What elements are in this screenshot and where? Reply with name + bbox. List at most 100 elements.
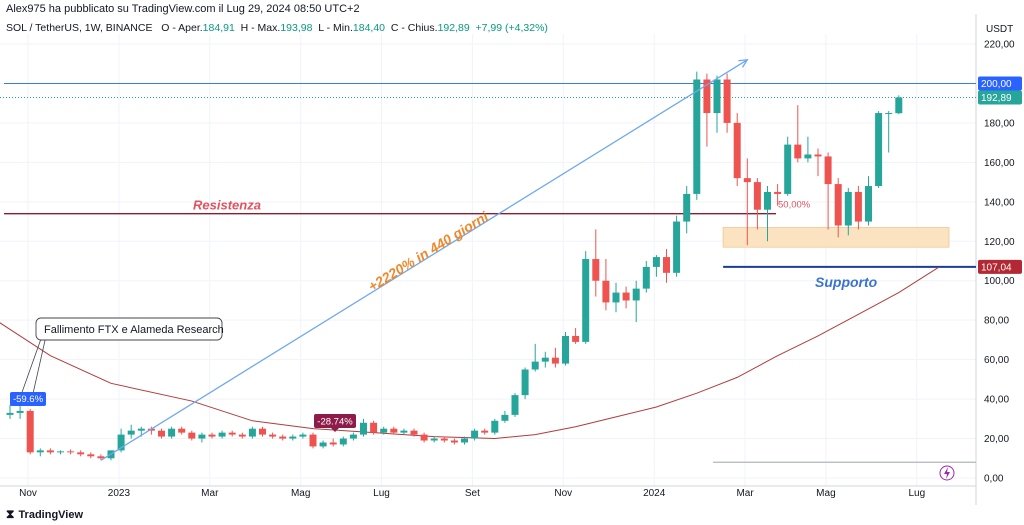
x-tick-label: Mag [816,488,835,499]
candle-body [764,191,771,210]
candle-body [481,430,489,433]
x-tick-label: 2023 [108,488,131,499]
candle-body [77,452,85,455]
candle-body [642,266,650,289]
close-value: 192,89 [437,22,470,34]
candle-body [319,442,327,447]
badge-bg [10,392,46,406]
y-tick-label: 20,00 [984,434,1009,445]
candle-body [531,361,539,370]
candle [511,393,519,417]
price-tag-200: 200,00 [978,76,1022,91]
candle [743,158,751,246]
ftx-callout: Fallimento FTX e Alameda Research [19,317,224,399]
ohlc-legend: SOL / TetherUS, 1W, BINANCE O - Aper.184… [6,22,548,34]
candle [642,261,650,293]
candle-body [97,456,105,459]
candle [349,432,357,441]
candle-body [370,422,378,433]
candle [87,452,95,459]
candle-body [814,154,822,157]
candle [67,449,75,455]
candle [854,186,862,230]
badge-bg [314,414,356,428]
x-tick-label: Lug [908,488,925,499]
x-tick-label: Mar [736,488,754,499]
badge-text: -59.6% [13,394,44,405]
price-tag-text: 200,00 [981,79,1012,90]
candle [481,428,489,435]
candle-body [117,434,125,451]
candle [198,432,206,443]
candle [218,430,226,439]
candle-body [693,79,701,194]
y-tick-label: 0,00 [984,474,1004,485]
candle-body [390,428,398,433]
candle [289,434,297,441]
candle [491,418,499,435]
candle [521,367,529,400]
candle-body [430,438,438,441]
candle-body [218,432,226,437]
candle [592,229,600,297]
y-tick-label: 220,00 [984,40,1015,51]
price-tag-bg [978,76,1022,91]
candle-body [804,154,812,159]
x-tick-label: 2024 [643,488,666,499]
candle [622,286,630,309]
candle-body [582,259,590,342]
candle [228,430,236,437]
candle [46,448,54,455]
candle-body [168,428,176,437]
candle [188,430,196,441]
candle-body [208,434,216,437]
candle [723,73,731,133]
y-tick-label: 120,00 [984,237,1015,248]
candle-body [127,430,135,435]
candle-body [248,428,256,437]
y-tick-label: 160,00 [984,158,1015,169]
candle-body [844,191,852,226]
price-tag-bg [978,259,1022,274]
low-value: 184,40 [352,22,386,34]
candle [440,436,448,443]
candle-body [572,335,580,342]
candle [97,454,105,461]
candle-body [753,182,761,210]
x-tick-label: Mar [201,488,219,499]
candle [269,432,277,439]
candle-body [137,428,145,431]
x-tick-label: Nov [19,488,37,499]
event-lightning-icon[interactable] [939,465,955,481]
candle [390,426,398,435]
y-tick-label: 180,00 [984,118,1015,129]
candle-body [360,422,367,435]
candle [784,136,792,196]
x-tick-label: Mag [291,488,310,499]
candle-body [380,428,388,433]
candle [461,436,468,445]
candle-body [713,79,721,114]
candle [663,249,670,283]
candle-body [299,434,307,437]
candle-body [865,186,872,222]
x-tick-label: Nov [554,488,572,499]
candle-body [228,432,236,435]
candle-body [501,414,509,421]
y-tick-label: 80,00 [984,316,1009,327]
candle [844,188,852,236]
candle-body [491,420,499,433]
candle-body [6,412,14,415]
candle-body [238,434,246,437]
candle-body [339,438,347,445]
candle [733,113,741,187]
footer-brand: TradingView [18,508,84,521]
y-tick-label: 60,00 [984,355,1009,366]
candle-body [875,113,883,187]
candle [885,111,893,153]
drop-badge-ftx: -59.6% [10,392,46,406]
high-label: H - Max. [240,22,281,34]
candle [380,426,388,435]
candle [794,105,802,163]
